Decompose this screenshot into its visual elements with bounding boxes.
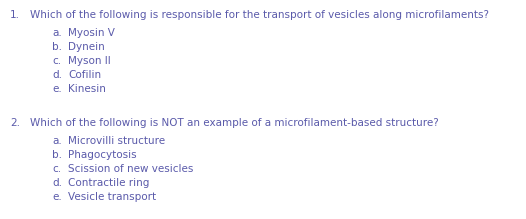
- Text: e.: e.: [52, 192, 62, 202]
- Text: 2.: 2.: [10, 118, 20, 128]
- Text: d.: d.: [52, 70, 62, 80]
- Text: e.: e.: [52, 84, 62, 94]
- Text: Microvilli structure: Microvilli structure: [68, 136, 165, 146]
- Text: Vesicle transport: Vesicle transport: [68, 192, 156, 202]
- Text: Scission of new vesicles: Scission of new vesicles: [68, 164, 194, 174]
- Text: Kinesin: Kinesin: [68, 84, 106, 94]
- Text: Phagocytosis: Phagocytosis: [68, 150, 137, 160]
- Text: b.: b.: [52, 150, 62, 160]
- Text: Myson II: Myson II: [68, 56, 111, 66]
- Text: a.: a.: [52, 28, 62, 38]
- Text: c.: c.: [52, 56, 61, 66]
- Text: c.: c.: [52, 164, 61, 174]
- Text: Which of the following is NOT an example of a microfilament-based structure?: Which of the following is NOT an example…: [30, 118, 439, 128]
- Text: Which of the following is responsible for the transport of vesicles along microf: Which of the following is responsible fo…: [30, 10, 489, 20]
- Text: a.: a.: [52, 136, 62, 146]
- Text: Cofilin: Cofilin: [68, 70, 101, 80]
- Text: 1.: 1.: [10, 10, 20, 20]
- Text: Contractile ring: Contractile ring: [68, 178, 149, 188]
- Text: Dynein: Dynein: [68, 42, 105, 52]
- Text: d.: d.: [52, 178, 62, 188]
- Text: b.: b.: [52, 42, 62, 52]
- Text: Myosin V: Myosin V: [68, 28, 115, 38]
